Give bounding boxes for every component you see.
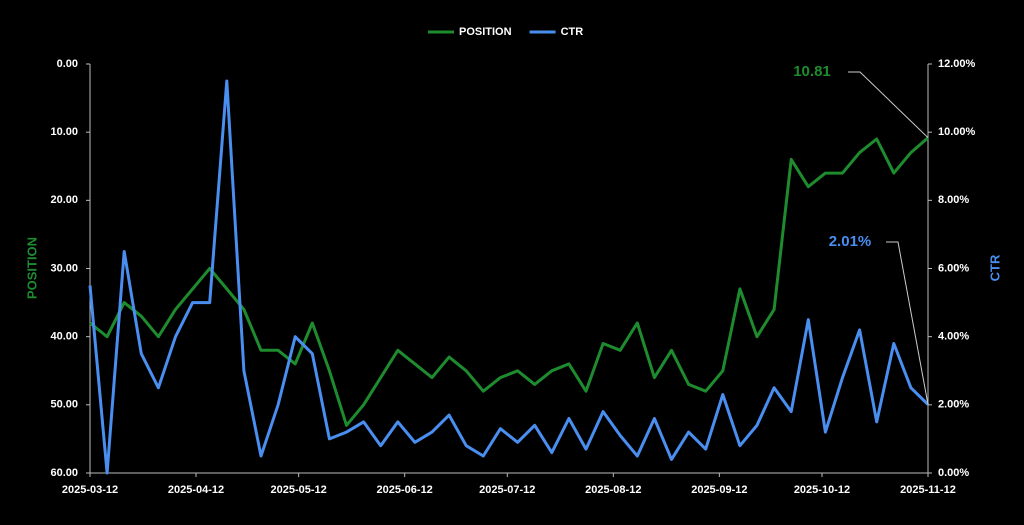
y-tick-label: 50.00 (50, 399, 78, 411)
y-tick-label: 0.00 (57, 58, 78, 70)
y-tick-label: 20.00 (50, 194, 78, 206)
x-tick-label: 2025-03-12 (62, 484, 118, 496)
x-tick-label: 2025-05-12 (271, 484, 327, 496)
x-tick-label: 2025-06-12 (377, 484, 433, 496)
y2-tick-label: 2.00% (938, 399, 969, 411)
end-label: 2.01% (829, 233, 872, 250)
y2-tick-label: 6.00% (938, 262, 969, 274)
y2-tick-label: 10.00% (938, 126, 976, 138)
y-axis-title: POSITION (24, 237, 39, 299)
x-tick-label: 2025-04-12 (168, 484, 224, 496)
y-tick-label: 30.00 (50, 262, 78, 274)
end-label: 10.81 (793, 63, 831, 80)
y-tick-label: 10.00 (50, 126, 78, 138)
y-tick-label: 40.00 (50, 331, 78, 343)
annotation-leader (886, 241, 929, 405)
series-line (89, 136, 929, 427)
y2-tick-label: 12.00% (938, 58, 976, 70)
x-tick-label: 2025-10-12 (794, 484, 850, 496)
x-tick-label: 2025-11-12 (900, 484, 956, 496)
series-line (88, 79, 930, 475)
x-tick-label: 2025-07-12 (479, 484, 535, 496)
legend-label: CTR (561, 26, 584, 38)
x-tick-label: 2025-08-12 (585, 484, 641, 496)
y2-tick-label: 4.00% (938, 331, 969, 343)
y2-tick-label: 8.00% (938, 194, 969, 206)
legend-label: POSITION (459, 26, 512, 38)
annotation-leader (848, 71, 929, 139)
y2-axis-title: CTR (987, 254, 1002, 281)
y2-tick-label: 0.00% (938, 467, 969, 479)
x-tick-label: 2025-09-12 (691, 484, 747, 496)
y-tick-label: 60.00 (50, 467, 78, 479)
